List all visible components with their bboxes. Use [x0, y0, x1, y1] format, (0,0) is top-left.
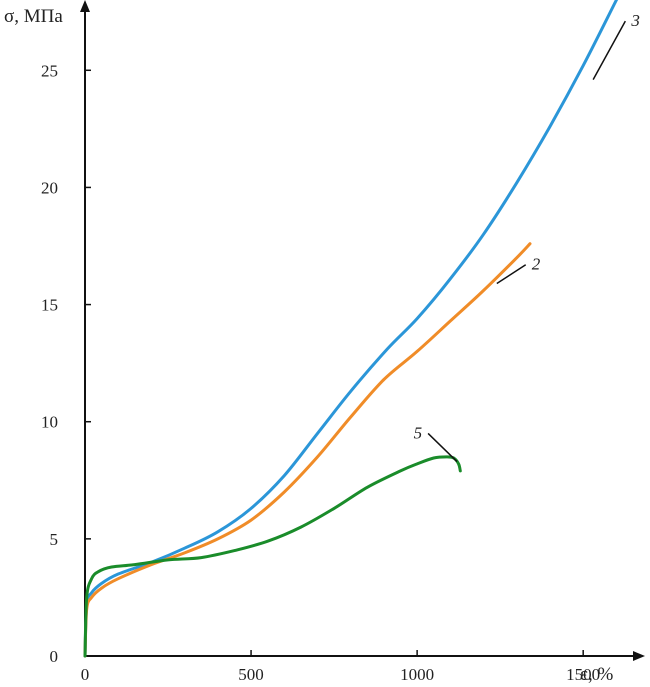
axes	[80, 0, 645, 661]
y-tick-label: 5	[50, 530, 59, 549]
x-tick-label: 1500	[566, 665, 600, 684]
leader-line-5	[427, 432, 458, 463]
x-axis-arrow	[633, 651, 645, 661]
series-line-3	[83, 0, 619, 658]
y-tick-label: 10	[41, 413, 58, 432]
x-tick-label: 500	[238, 665, 264, 684]
leader-line-3	[592, 20, 626, 81]
curve-label-5: 5	[414, 423, 423, 442]
series-line-2	[83, 242, 532, 658]
y-tick-label: 15	[41, 296, 58, 315]
y-axis-arrow	[80, 0, 90, 12]
y-tick-label: 25	[41, 61, 58, 80]
y-tick-label: 0	[50, 647, 59, 666]
curve-annotations: 3 2 5	[414, 11, 640, 463]
y-axis-title: σ, МПа	[4, 6, 63, 27]
x-axis-title: ε, %	[580, 664, 613, 685]
curve-label-3: 3	[630, 11, 640, 30]
x-tick-label: 0	[81, 665, 90, 684]
series-lines	[83, 0, 619, 658]
y-tick-label: 20	[41, 178, 58, 197]
series-line-5	[83, 455, 462, 658]
curve-label-2: 2	[532, 255, 541, 274]
x-tick-label: 1000	[400, 665, 434, 684]
leader-line-2	[496, 264, 527, 285]
